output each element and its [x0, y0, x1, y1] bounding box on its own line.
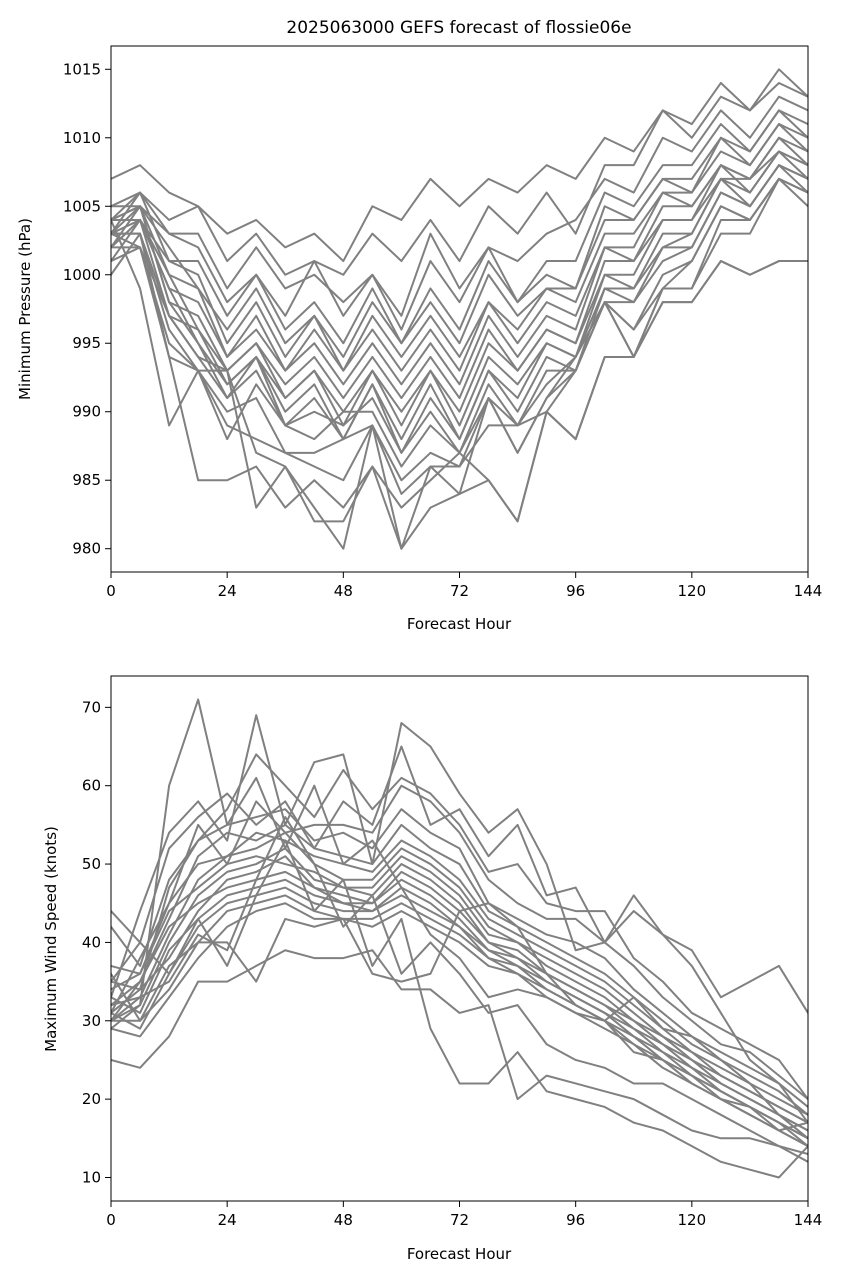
wind-member-line-19 — [111, 839, 808, 1179]
pressure-x-tick-label: 24 — [218, 582, 237, 600]
wind-member-line-20 — [111, 949, 808, 1163]
wind-x-tick-label: 0 — [106, 1211, 116, 1229]
pressure-panel: 0 24 48 72 96 120 144 980 985 990 995 1000 1005 1010… — [16, 45, 822, 633]
pressure-y-tick-label: 1010 — [63, 129, 101, 147]
wind-x-axis-label: Forecast Hour — [407, 1245, 512, 1263]
wind-y-tick-label: 10 — [82, 1168, 101, 1186]
wind-member-line-3 — [111, 745, 808, 1124]
wind-x-tick-label: 24 — [218, 1211, 237, 1229]
wind-member-line-2 — [111, 714, 808, 1014]
pressure-y-tick-label: 1005 — [63, 197, 101, 215]
wind-x-tick-label: 48 — [334, 1211, 353, 1229]
pressure-member-line-9 — [111, 136, 808, 386]
wind-axes-frame — [110, 675, 809, 1202]
wind-member-line-21 — [111, 902, 808, 1132]
pressure-member-line-2 — [111, 81, 808, 276]
pressure-member-line-4 — [111, 109, 808, 331]
wind-member-line-9 — [111, 831, 808, 1124]
pressure-y-ticks: 980 985 990 995 1000 1005 1010 1015 — [63, 60, 111, 558]
wind-y-tick-label: 70 — [82, 698, 101, 716]
figure-title: 2025063000 GEFS forecast of flossie06e — [286, 18, 631, 38]
pressure-lines — [111, 68, 808, 550]
pressure-member-line-1 — [111, 68, 808, 263]
pressure-member-line-3 — [111, 95, 808, 317]
wind-x-tick-label: 96 — [566, 1211, 585, 1229]
pressure-x-tick-label: 96 — [566, 582, 585, 600]
wind-member-line-4 — [111, 753, 808, 1101]
pressure-x-tick-label: 48 — [334, 582, 353, 600]
pressure-member-line-21 — [111, 177, 808, 550]
pressure-axes-frame — [110, 45, 809, 573]
pressure-member-line-7 — [111, 123, 808, 372]
wind-lines — [111, 698, 808, 1179]
wind-member-line-13 — [111, 870, 808, 1140]
pressure-y-tick-label: 1000 — [63, 266, 101, 284]
wind-member-line-18 — [111, 816, 808, 1155]
pressure-x-tick-label: 144 — [794, 582, 823, 600]
pressure-x-tick-label: 120 — [678, 582, 707, 600]
wind-y-tick-label: 30 — [82, 1012, 101, 1030]
wind-y-tick-label: 50 — [82, 855, 101, 873]
pressure-y-tick-label: 980 — [72, 540, 101, 558]
pressure-member-line-5 — [111, 109, 808, 345]
wind-member-line-6 — [111, 808, 808, 1108]
pressure-y-tick-label: 985 — [72, 471, 101, 489]
wind-y-tick-label: 40 — [82, 933, 101, 951]
wind-x-tick-label: 72 — [450, 1211, 469, 1229]
pressure-x-ticks: 0 24 48 72 96 120 144 — [106, 572, 822, 600]
wind-member-line-17 — [111, 902, 808, 1148]
wind-x-tick-label: 120 — [678, 1211, 707, 1229]
wind-y-tick-label: 20 — [82, 1090, 101, 1108]
pressure-y-tick-label: 990 — [72, 403, 101, 421]
wind-member-line-7 — [111, 823, 808, 1116]
pressure-y-tick-label: 995 — [72, 334, 101, 352]
pressure-y-axis-label: Minimum Pressure (hPa) — [16, 218, 34, 400]
wind-y-axis-label: Maximum Wind Speed (knots) — [42, 826, 60, 1052]
wind-y-tick-label: 60 — [82, 777, 101, 795]
pressure-x-tick-label: 72 — [450, 582, 469, 600]
wind-x-tick-label: 144 — [794, 1211, 823, 1229]
pressure-x-axis-label: Forecast Hour — [407, 615, 512, 633]
pressure-member-line-19 — [111, 246, 808, 523]
pressure-x-tick-label: 0 — [106, 582, 116, 600]
wind-panel: 0 24 48 72 96 120 144 10 20 30 40 50 60 70 Forecast … — [42, 675, 822, 1263]
wind-y-ticks: 10 20 30 40 50 60 70 — [82, 698, 111, 1186]
wind-x-ticks: 0 24 48 72 96 120 144 — [106, 1201, 822, 1229]
pressure-y-tick-label: 1015 — [63, 60, 101, 78]
wind-member-line-11 — [111, 847, 808, 1132]
